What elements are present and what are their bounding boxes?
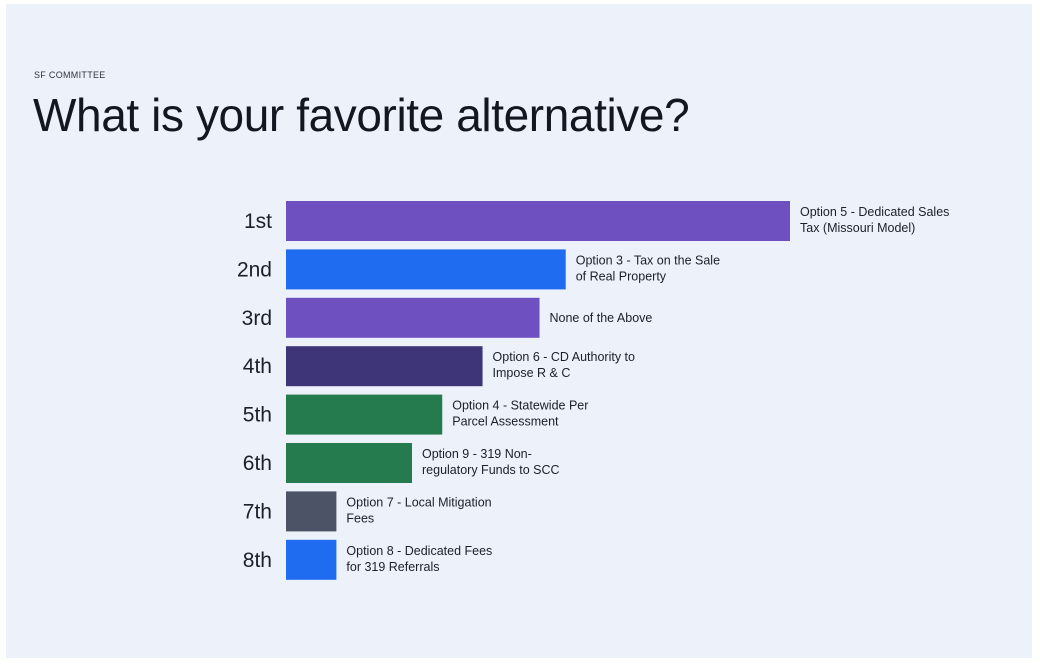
- rank-label-2nd: 2nd: [237, 258, 272, 281]
- bar-label-7th-line-2: Fees: [346, 511, 374, 525]
- bar-4th: [286, 346, 483, 387]
- bar-3rd: [286, 297, 540, 338]
- bar-label-8th-line-2: for 319 Referrals: [346, 560, 439, 574]
- bar-label-3rd-line-1: None of the Above: [550, 311, 653, 325]
- bar-5th: [286, 394, 443, 435]
- bar-label-4th-line-2: Impose R & C: [493, 366, 571, 380]
- bar-label-2nd-line-1: Option 3 - Tax on the Sale: [576, 253, 720, 267]
- bar-label-2nd-line-2: of Real Property: [576, 269, 667, 283]
- bar-1st: [286, 201, 790, 241]
- rank-label-8th: 8th: [243, 549, 272, 572]
- bar-label-4th-line-1: Option 6 - CD Authority to: [493, 350, 635, 364]
- bar-label-1st-line-2: Tax (Missouri Model): [800, 221, 915, 235]
- rank-label-6th: 6th: [243, 452, 272, 475]
- bar-label-6th-line-2: regulatory Funds to SCC: [422, 463, 560, 477]
- bar-8th: [286, 539, 337, 580]
- rank-label-4th: 4th: [243, 355, 272, 378]
- slide-background: SF COMMITTEE What is your favorite alter…: [6, 4, 1032, 658]
- bar-label-8th-line-1: Option 8 - Dedicated Fees: [346, 544, 492, 558]
- page-title: What is your favorite alternative?: [33, 89, 690, 141]
- bar-7th: [286, 491, 337, 532]
- bar-6th: [286, 443, 412, 483]
- rank-label-7th: 7th: [243, 500, 272, 523]
- bar-label-1st-line-1: Option 5 - Dedicated Sales: [800, 205, 949, 219]
- rank-label-3rd: 3rd: [242, 307, 272, 330]
- committee-kicker: SF COMMITTEE: [34, 70, 106, 80]
- bar-label-7th-line-1: Option 7 - Local Mitigation: [346, 495, 491, 509]
- bar-2nd: [286, 249, 566, 290]
- bar-label-5th-line-1: Option 4 - Statewide Per: [452, 399, 588, 413]
- bar-label-5th-line-2: Parcel Assessment: [452, 415, 559, 429]
- rank-label-1st: 1st: [244, 210, 272, 233]
- rank-label-5th: 5th: [243, 404, 272, 427]
- bar-label-6th-line-1: Option 9 - 319 Non-: [422, 447, 532, 461]
